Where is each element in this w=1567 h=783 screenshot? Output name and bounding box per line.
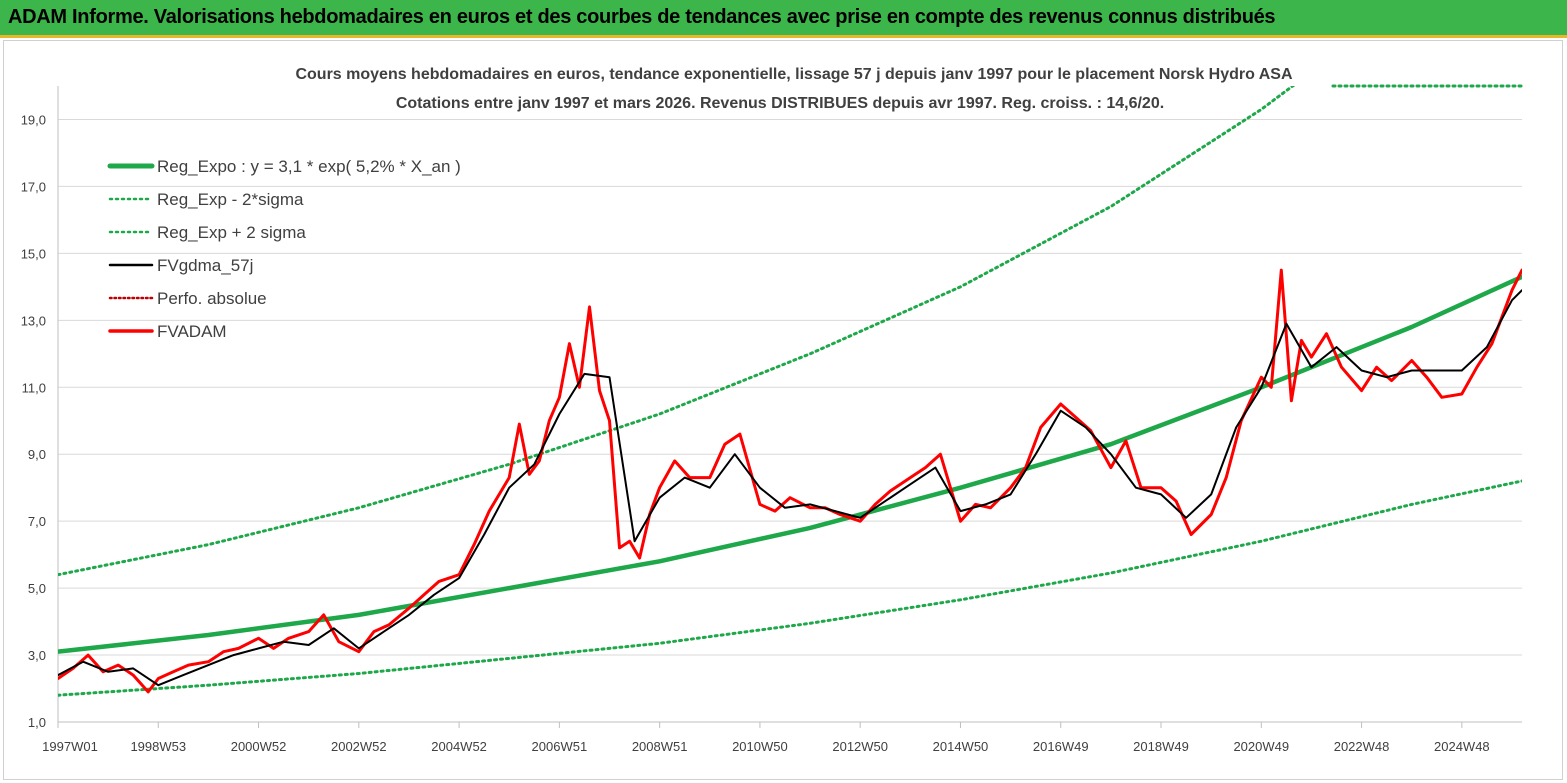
y-tick-label: 11,0 [22,380,46,395]
x-tick-label: 1997W01 [42,739,98,754]
x-tick-label: 2004W52 [431,739,487,754]
x-tick-label: 2018W49 [1133,739,1189,754]
legend-label: FVADAM [157,322,227,341]
page-title: ADAM Informe. Valorisations hebdomadaire… [8,6,1276,28]
series-line-0 [58,274,1522,654]
y-tick-label: 7,0 [28,514,46,529]
chart-subtitle-line-1: Cours moyens hebdomadaires en euros, ten… [295,66,1293,83]
series-line-1 [58,479,1522,697]
y-tick-label: 19,0 [21,112,46,127]
legend-label: Reg_Exp - 2*sigma [157,190,304,209]
y-tick-label: 17,0 [21,179,46,194]
y-tick-label: 15,0 [21,246,46,261]
x-tick-label: 2006W51 [532,739,588,754]
gridlines [57,86,1522,723]
x-tick-label: 2012W50 [832,739,888,754]
x-tick-label: 2024W48 [1434,739,1490,754]
legend: Reg_Expo : y = 3,1 * exp( 5,2% * X_an ) R… [107,157,461,341]
y-tick-label: 1,0 [28,715,46,730]
x-axis-ticks: 1997W01 1998W53 2000W52 2002W52 2004W52 2006W… [42,722,1490,754]
series-line-3 [58,289,1522,687]
y-tick-label: 9,0 [28,447,46,462]
x-tick-label: 2020W49 [1233,739,1289,754]
chart-frame [3,40,1563,780]
legend-label: Reg_Expo : y = 3,1 * exp( 5,2% * X_an ) [157,157,461,176]
y-tick-label: 5,0 [28,581,46,596]
x-tick-label: 2010W50 [732,739,788,754]
series-line-5 [58,268,1522,694]
x-tick-label: 2008W51 [632,739,688,754]
x-tick-label: 2016W49 [1033,739,1089,754]
plot-area [58,86,1522,697]
x-tick-label: 2014W50 [933,739,989,754]
x-tick-label: 2022W48 [1334,739,1390,754]
title-banner: ADAM Informe. Valorisations hebdomadaire… [0,0,1567,38]
x-tick-label: 1998W53 [130,739,186,754]
legend-label: Perfo. absolue [157,289,267,308]
x-tick-label: 2000W52 [231,739,287,754]
y-tick-label: 13,0 [21,313,46,328]
y-axis-ticks: 1,0 3,0 5,0 7,0 9,0 11,0 13,0 15,0 17,0 19,0 [21,112,46,730]
y-tick-label: 3,0 [28,648,46,663]
legend-label: Reg_Exp + 2 sigma [157,223,306,242]
legend-label: FVgdma_57j [157,256,253,275]
x-tick-label: 2002W52 [331,739,387,754]
chart-subtitle-line-2: Cotations entre janv 1997 et mars 2026. … [396,95,1164,112]
series-line-2 [58,86,1296,577]
